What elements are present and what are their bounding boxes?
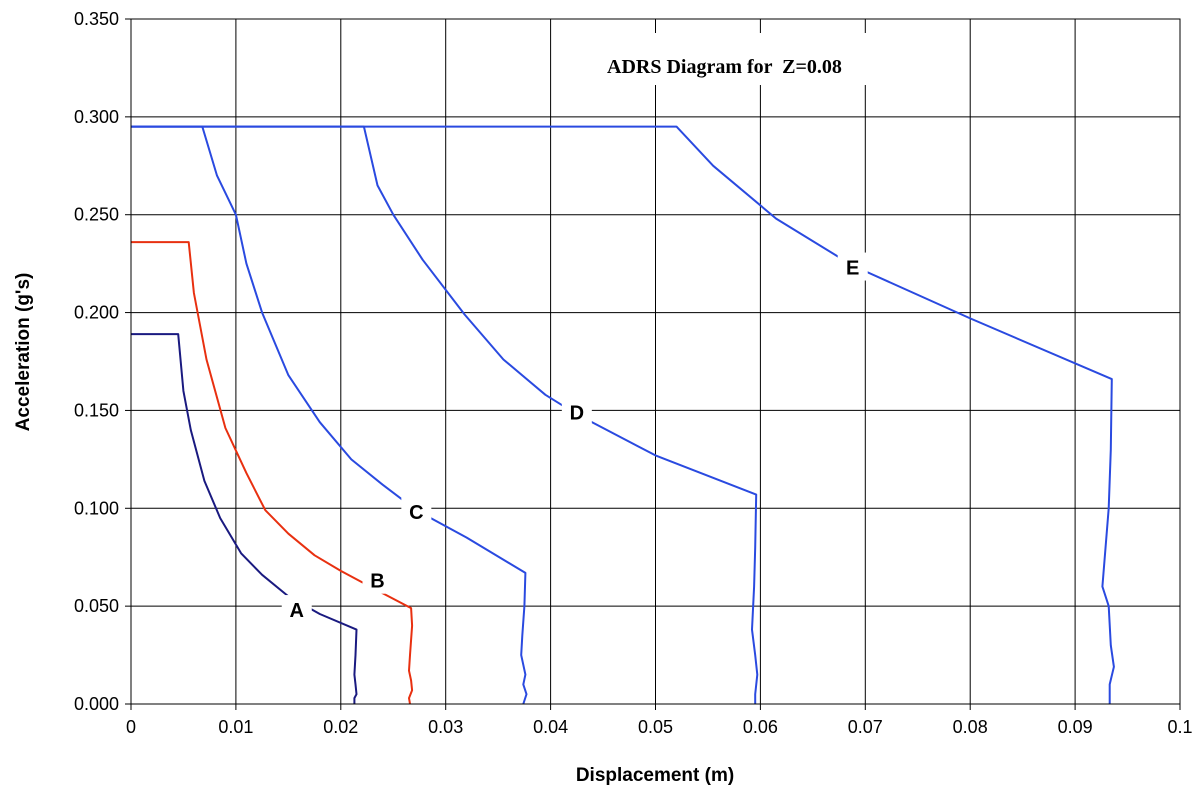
series-label-background: [401, 497, 432, 526]
series-label-background: [281, 595, 312, 624]
series-label-background: [837, 252, 868, 281]
x-tick-label: 0.01: [218, 717, 253, 737]
series-label-d: D: [570, 402, 584, 424]
series-label-a: A: [290, 600, 304, 622]
title-box: ADRS Diagram for Z=0.08: [600, 33, 955, 85]
plot-border: [130, 18, 1181, 705]
x-tick-label: 0.06: [743, 717, 778, 737]
x-tick-label: 0.09: [1058, 717, 1093, 737]
y-tick-label: 0.250: [74, 205, 119, 225]
x-axis-title: Displacement (m): [576, 765, 734, 786]
y-tick-label: 0.200: [74, 303, 119, 323]
x-tick-label: 0.1: [1167, 717, 1192, 737]
series-label-b: B: [370, 571, 384, 593]
series-line-b: [131, 241, 414, 705]
y-tick-label: 0.050: [74, 596, 119, 616]
x-tick-label: 0.03: [428, 717, 463, 737]
series-line-c: [131, 125, 528, 705]
x-tick-label: 0: [126, 717, 136, 737]
y-axis-title: Acceleration (g's): [13, 273, 34, 432]
x-tick-label: 0.02: [323, 717, 358, 737]
series-label-background: [362, 565, 393, 594]
chart-title: ADRS Diagram for Z=0.08: [607, 56, 842, 78]
x-tick-label: 0.05: [638, 717, 673, 737]
series-label-background: [561, 397, 592, 426]
series-line-e: [131, 125, 1115, 704]
y-tick-label: 0.350: [74, 9, 119, 29]
x-tick-label: 0.08: [953, 717, 988, 737]
y-tick-label: 0.000: [74, 694, 119, 714]
x-tick-label: 0.04: [533, 717, 568, 737]
y-tick-label: 0.150: [74, 400, 119, 420]
y-tick-label: 0.100: [74, 498, 119, 518]
series-line-d: [131, 125, 759, 704]
series-labels: A B C D E: [281, 252, 868, 624]
x-tick-label: 0.07: [848, 717, 883, 737]
series-label-e: E: [846, 258, 859, 280]
series-label-c: C: [409, 502, 423, 524]
y-tick-label: 0.300: [74, 107, 119, 127]
y-tick-labels: 0.000 0.050 0.100 0.150 0.200 0.250 0.300 0.350: [74, 9, 119, 714]
x-tick-labels: 0 0.01 0.02 0.03 0.04 0.05 0.06 0.07 0.08 0.09 0.1: [126, 717, 1193, 737]
